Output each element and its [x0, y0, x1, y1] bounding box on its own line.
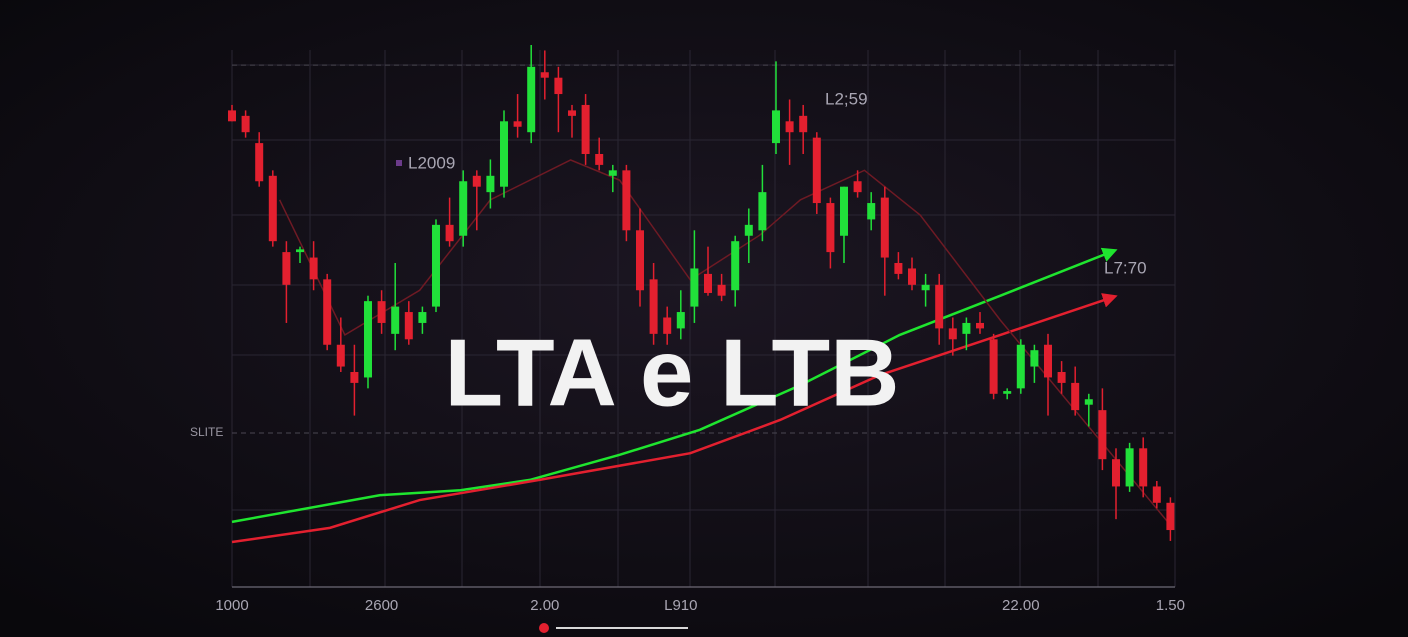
candle-body [1152, 486, 1161, 503]
candle-body [1125, 448, 1134, 487]
candle-body [527, 66, 536, 133]
candle-body [1098, 410, 1107, 460]
candle-body [255, 143, 264, 182]
candle-body [445, 224, 454, 242]
candle-body [350, 372, 359, 383]
candle-body [241, 115, 250, 133]
candle-body [826, 203, 835, 253]
candle-body [309, 257, 318, 280]
candle-body [228, 110, 236, 122]
candle-body [731, 241, 740, 291]
candle-body [1139, 448, 1148, 487]
candle-body [296, 249, 304, 253]
trend-line [278, 159, 1171, 526]
candle-body [554, 77, 563, 95]
candle-body [649, 279, 658, 334]
candle-body [772, 110, 780, 144]
candle-body [663, 317, 672, 334]
candle-body [472, 175, 481, 187]
candle-body [908, 268, 916, 285]
candle-body [500, 121, 508, 187]
candle-body [758, 192, 767, 231]
candle-body [540, 72, 549, 78]
annotation: L7:70 [1104, 258, 1147, 277]
candle-body [799, 115, 808, 133]
candle-body [282, 252, 291, 285]
candle-body [690, 268, 699, 307]
candle-body [608, 170, 617, 176]
candle-body [894, 263, 903, 274]
grid [231, 50, 1176, 587]
candle-body [867, 203, 876, 220]
x-tick-label: 1000 [215, 597, 248, 614]
candle-body [364, 301, 372, 378]
candle-body [636, 230, 644, 291]
candle-body [404, 312, 413, 340]
candle-body [676, 312, 685, 329]
candle-body [432, 224, 440, 307]
x-tick-label: 1.50 [1156, 597, 1185, 614]
candle-body [486, 175, 495, 193]
candle-body [1084, 399, 1093, 405]
candle-body [948, 328, 957, 340]
candle-body [921, 284, 930, 291]
candle-body [513, 121, 522, 127]
candle-body [1112, 459, 1120, 487]
candle-body [1166, 502, 1175, 531]
candle-body [717, 284, 726, 296]
candle-body [1030, 350, 1039, 367]
candle-body [1016, 344, 1025, 389]
candle-body [268, 175, 277, 242]
candle-body [989, 339, 998, 394]
candle-body [785, 121, 794, 133]
candle-body [595, 154, 604, 165]
x-tick-label: L910 [664, 597, 697, 614]
candle-body [336, 344, 345, 367]
scrollbar-handle[interactable] [539, 623, 549, 633]
candle-body [880, 197, 889, 258]
trend-line [231, 293, 1118, 544]
x-tick-label: 22.00 [1002, 597, 1040, 614]
candle-body [704, 273, 712, 293]
candle-body [812, 137, 821, 204]
candle-body [459, 181, 468, 236]
chart-title: LTA e LTB [444, 319, 899, 426]
candle-body [1044, 344, 1052, 378]
candle-body [581, 104, 590, 154]
candle-body [391, 306, 400, 334]
reference-label: SLITE [190, 425, 223, 439]
candle-body [1057, 372, 1066, 383]
plot: SLITE 1000 2600 2.00 L910 22.00 1.50 [190, 45, 1185, 614]
candle-body [622, 170, 631, 231]
candle-body [323, 279, 332, 345]
candle-body [962, 322, 971, 334]
candle-body [976, 322, 984, 329]
candle-body [853, 181, 862, 193]
candle-body [744, 224, 753, 236]
trend-line [231, 247, 1118, 524]
candle-body [568, 110, 576, 116]
x-tick-label: 2600 [365, 597, 398, 614]
x-tick-label: 2.00 [530, 597, 559, 614]
annotation: L2;59 [825, 89, 868, 108]
annotation: L2009 [408, 153, 455, 172]
candle-body [1003, 391, 1012, 394]
candle-body [377, 301, 386, 323]
annotation-marker [396, 160, 402, 166]
candle-body [935, 284, 944, 329]
candle-body [418, 312, 427, 323]
candle-body [1071, 382, 1080, 411]
candle-body [840, 186, 848, 236]
